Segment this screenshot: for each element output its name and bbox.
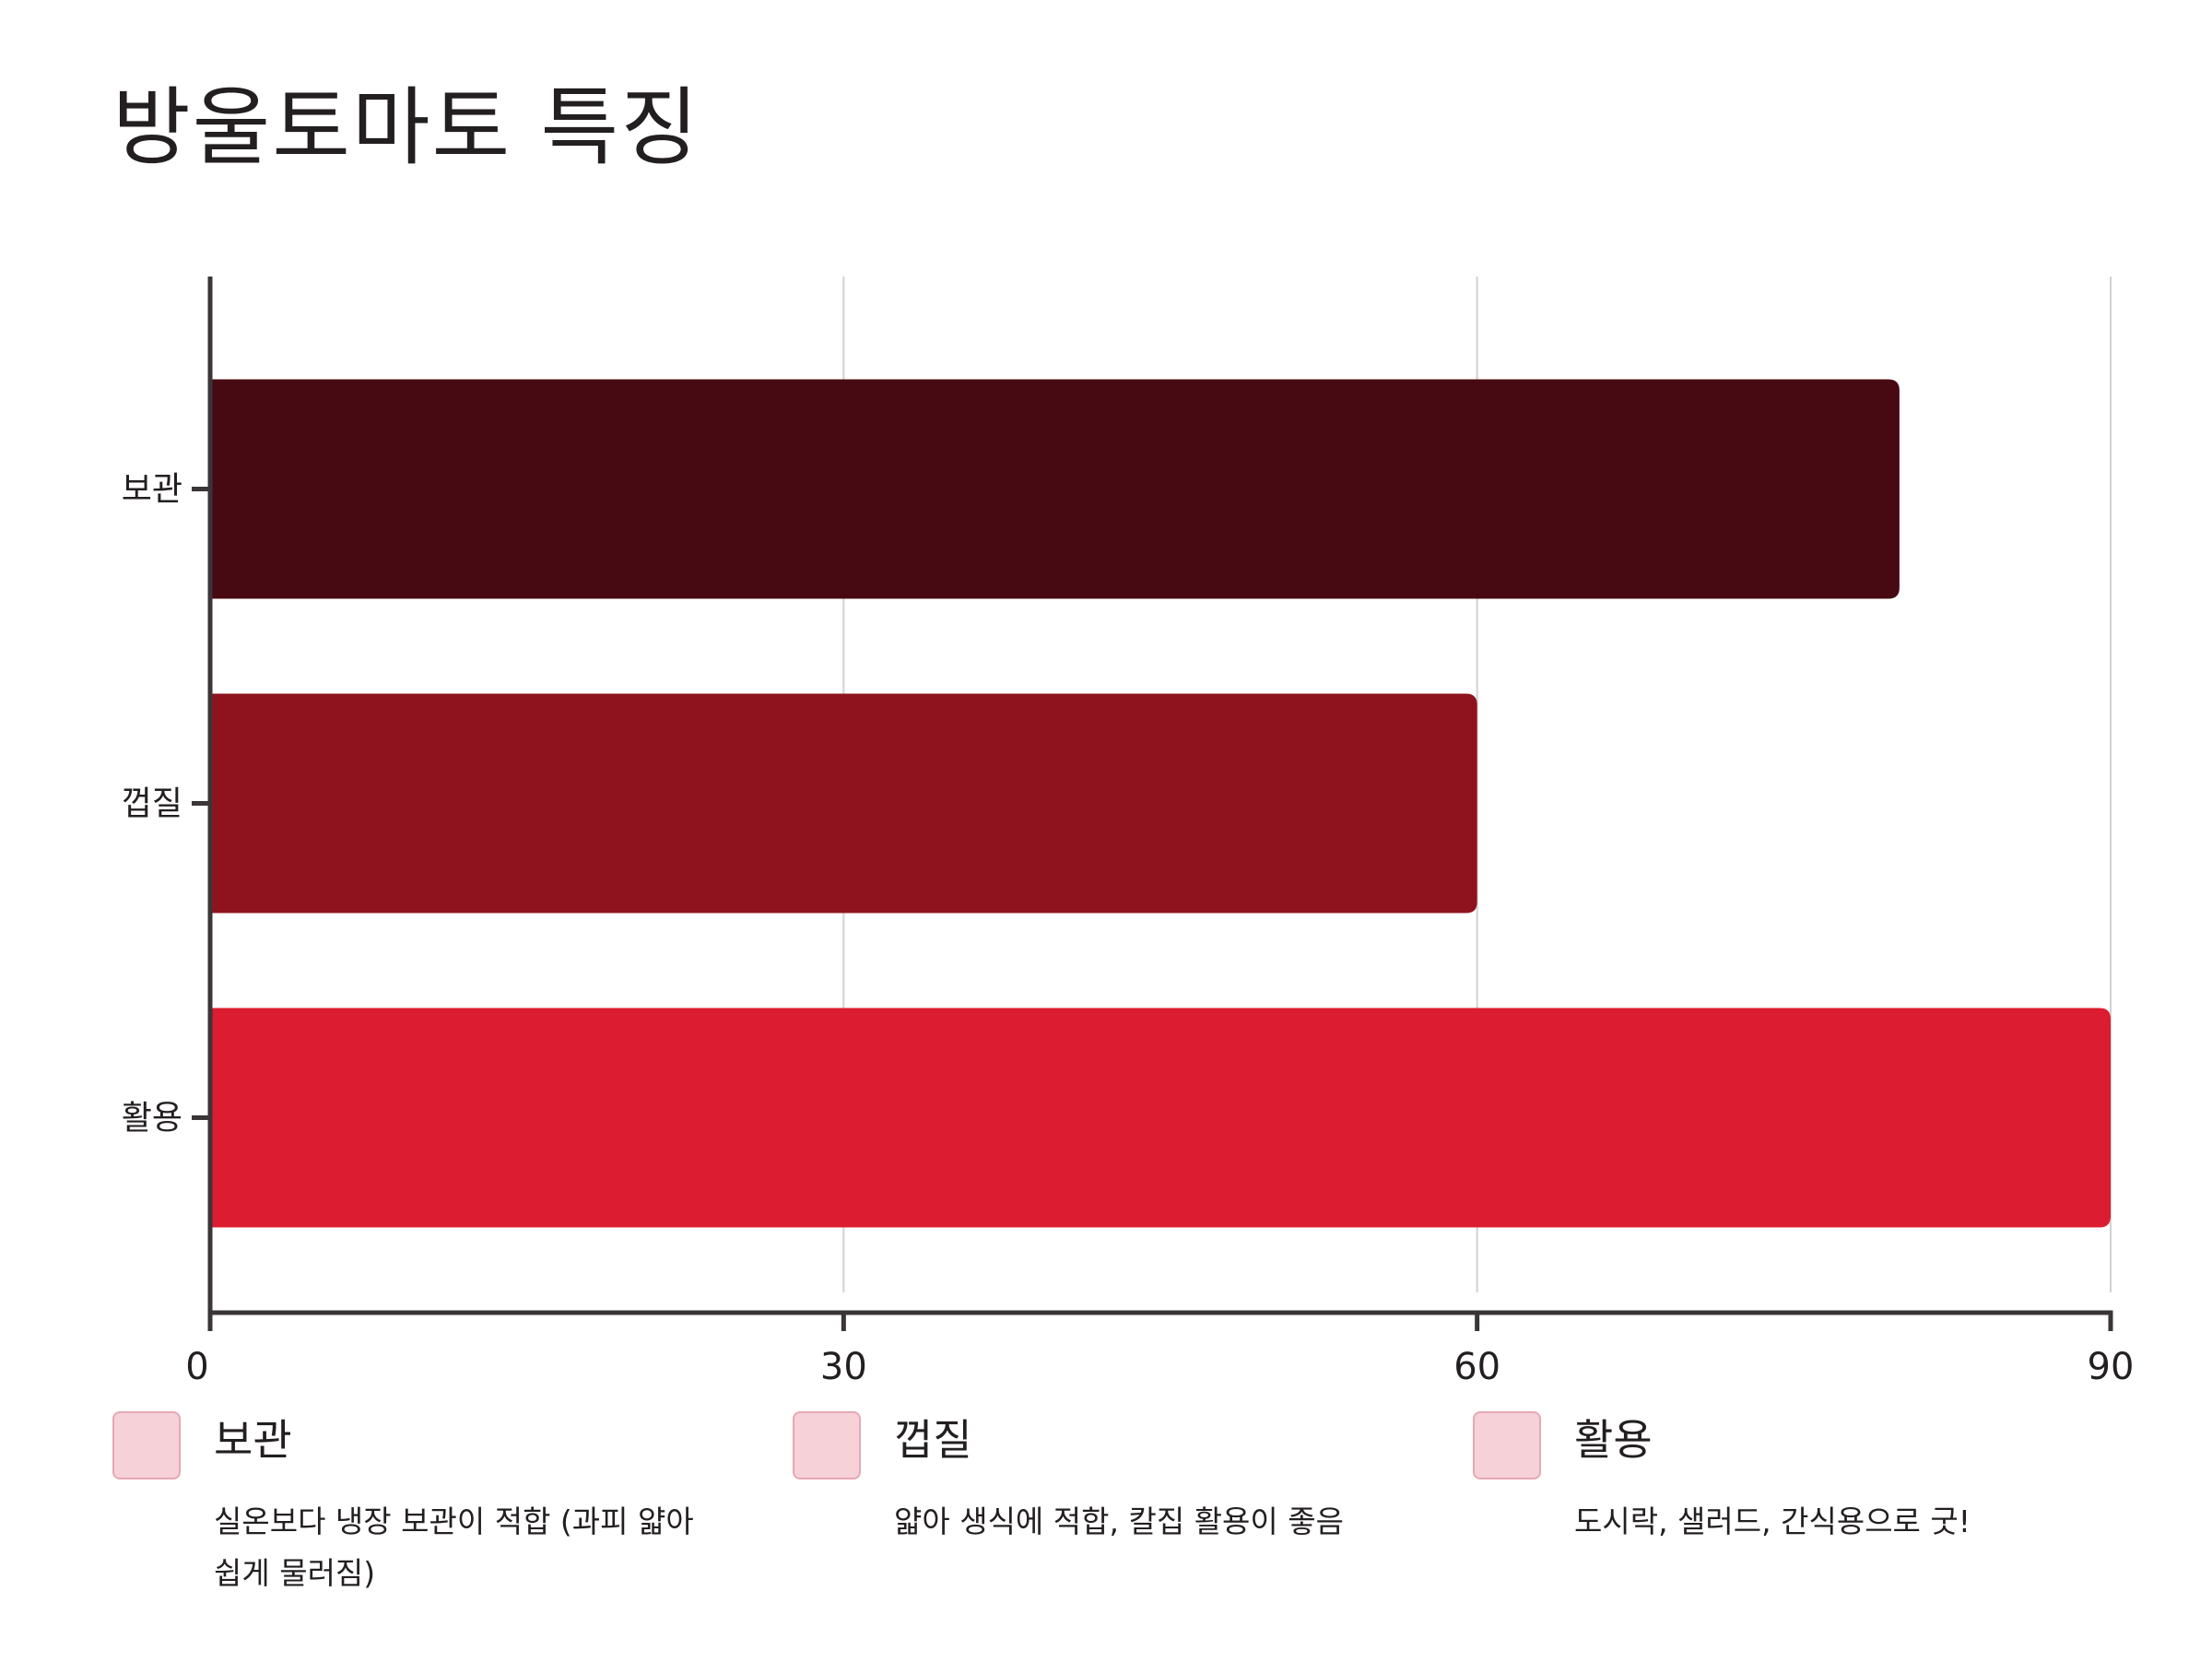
bar-2 bbox=[210, 693, 1477, 914]
axes bbox=[192, 277, 2113, 1331]
x-tick-label: 0 bbox=[185, 1346, 208, 1388]
x-tick-label: 60 bbox=[1453, 1346, 1500, 1388]
x-tick-label: 90 bbox=[2088, 1346, 2135, 1388]
chart-title: 방울토마토 특징 bbox=[112, 78, 700, 177]
bars bbox=[210, 379, 2111, 1228]
y-tick-label: 활용 bbox=[122, 1100, 182, 1138]
bar-3 bbox=[210, 1008, 2111, 1228]
x-tick-label: 30 bbox=[820, 1346, 867, 1388]
y-tick-label: 껍질 bbox=[122, 785, 182, 823]
y-tick-label: 보관 bbox=[122, 471, 182, 509]
bar-1 bbox=[210, 379, 1900, 599]
